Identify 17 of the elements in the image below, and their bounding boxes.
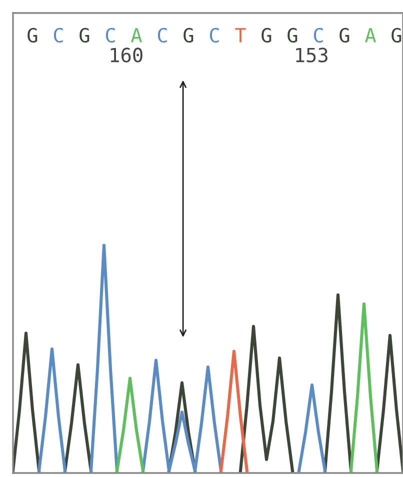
x-tick-label: C [210,28,219,43]
x-tick-label: C [54,28,63,43]
x-tick-label: G [80,28,90,43]
x-tick-label: G [184,28,194,43]
x-tick-label: C [106,28,115,43]
x-tick-label: C [158,28,167,43]
x-tick-label: T [235,28,246,42]
x-tick-label: G [28,28,38,43]
x-tick-label: G [262,28,272,43]
x-tick-label: G [392,28,402,43]
x-tick-label: C [314,28,323,43]
text: 153 [296,48,328,62]
x-tick-label: A [365,28,376,42]
x-tick-label: G [288,28,298,43]
x-tick-label: G [340,28,350,43]
text: 160 [110,48,142,62]
x-tick-label: A [131,28,142,42]
